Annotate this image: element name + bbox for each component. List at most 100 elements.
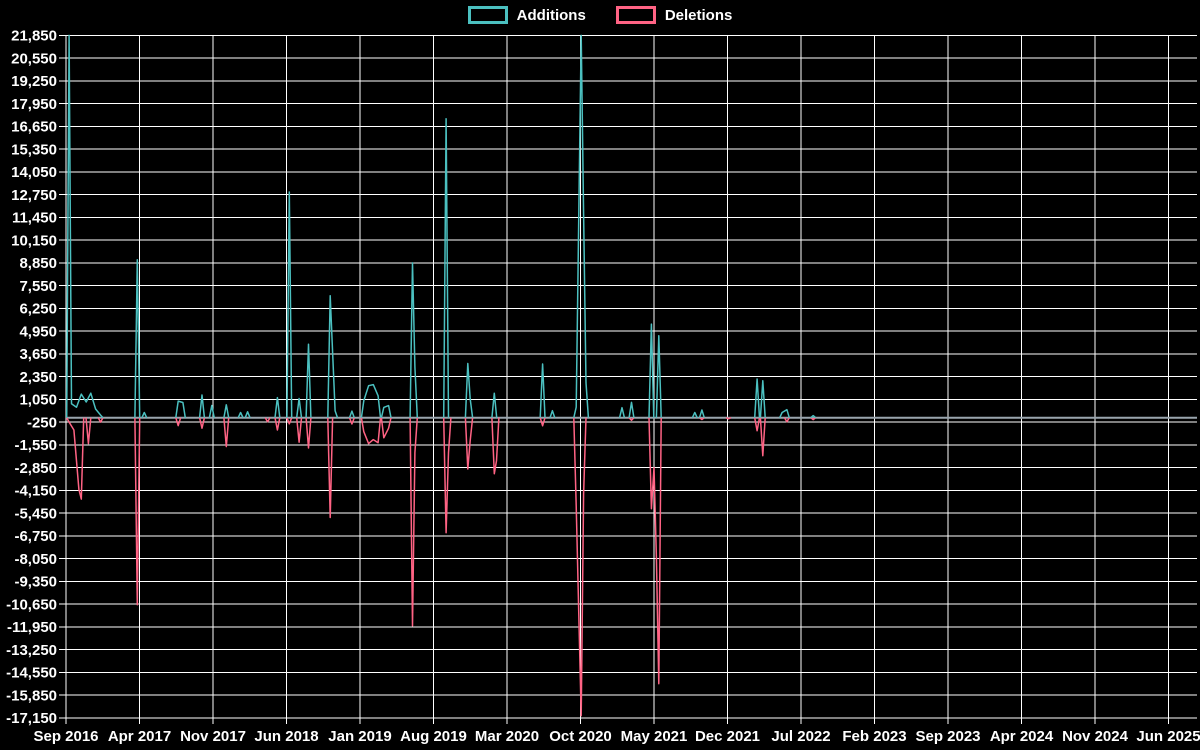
additions-line (295, 397, 303, 418)
deletions-line (759, 417, 766, 457)
deletions-line (295, 417, 303, 443)
deletions-legend-label: Deletions (664, 6, 733, 24)
additions-line (223, 404, 230, 418)
additions-line (65, 34, 104, 419)
deletions-line (491, 417, 500, 475)
y-axis-tick-label: -17,150 (6, 710, 57, 727)
x-axis-tick-label: Aug 2019 (400, 728, 467, 745)
deletions-line (725, 417, 732, 420)
deletions-line (628, 417, 635, 422)
y-axis-tick-label: -11,950 (7, 619, 57, 636)
additions-line (286, 191, 293, 418)
y-axis-tick-label: 20,550 (11, 50, 57, 67)
additions-line (134, 258, 141, 418)
additions-line (141, 411, 148, 419)
x-axis-tick-label: Nov 2024 (1062, 728, 1129, 745)
y-axis-tick-label: 16,650 (11, 119, 57, 136)
deletions-line (66, 417, 85, 500)
additions-line (244, 411, 251, 418)
additions-line (442, 117, 450, 418)
additions-line (539, 363, 546, 418)
x-axis-tick-label: Jun 2025 (1136, 728, 1200, 745)
additions-line (655, 334, 662, 418)
x-axis-tick-label: Oct 2020 (549, 728, 612, 745)
additions-line (237, 411, 244, 419)
additions-line (175, 400, 187, 418)
y-axis-tick-label: -14,550 (6, 665, 57, 682)
y-axis-tick-label: 14,050 (11, 164, 57, 181)
y-axis-tick-label: 6,250 (19, 301, 57, 318)
y-axis-tick-label: -4,150 (14, 483, 57, 500)
deletions-line (134, 417, 141, 606)
deletions-line (810, 417, 817, 421)
y-axis-tick-label: 15,350 (11, 141, 57, 158)
y-axis-tick-label: 3,650 (19, 346, 57, 363)
additions-legend-label: Additions (516, 6, 586, 24)
y-axis-tick-label: -1,550 (14, 437, 57, 454)
additions-line (327, 295, 339, 418)
y-axis-tick-label: 11,450 (12, 210, 57, 227)
deletions-line (380, 417, 392, 439)
y-axis-tick-label: -15,850 (6, 687, 57, 704)
x-axis-tick-label: Jun 2018 (254, 728, 318, 745)
y-axis-tick-label: -5,450 (14, 505, 57, 522)
additions-line (628, 401, 635, 418)
y-axis-tick-label: -10,650 (6, 596, 57, 613)
additions-line (759, 380, 766, 418)
additions-line (380, 404, 392, 418)
deletions-line (409, 417, 419, 627)
additions-line (753, 378, 761, 418)
legend-item-deletions[interactable]: Deletions (615, 6, 733, 24)
deletions-line (783, 417, 790, 423)
x-axis-tick-label: Mar 2020 (475, 728, 539, 745)
y-axis-tick-label: 17,950 (11, 96, 57, 113)
y-axis-tick-label: -6,750 (14, 528, 57, 545)
y-axis-tick-label: 21,850 (11, 28, 57, 45)
additions-swatch-icon (467, 6, 508, 24)
deletions-line (274, 417, 281, 431)
y-axis-tick-label: 12,750 (11, 187, 57, 204)
y-axis-tick-label: 19,250 (11, 73, 57, 90)
additions-line (691, 411, 698, 419)
additions-line (810, 414, 817, 419)
additions-line (409, 262, 419, 418)
deletions-line (360, 417, 382, 445)
additions-line (360, 383, 382, 418)
x-axis-tick-label: Feb 2023 (842, 728, 906, 745)
y-axis-tick-label: -13,250 (6, 642, 57, 659)
x-axis-tick-label: Nov 2017 (180, 728, 246, 745)
x-axis-tick-label: Dec 2021 (695, 728, 760, 745)
deletions-line (464, 417, 474, 470)
y-axis-tick-label: -8,050 (14, 551, 57, 568)
additions-line (618, 406, 626, 418)
additions-line (573, 34, 590, 418)
y-axis-tick-label: 10,150 (11, 232, 57, 249)
additions-line (491, 392, 498, 418)
deletions-line (305, 417, 312, 449)
x-axis-tick-label: Jul 2022 (771, 728, 830, 745)
y-axis-tick-label: -2,850 (14, 460, 57, 477)
legend-item-additions[interactable]: Additions (467, 6, 586, 24)
deletions-line (97, 417, 104, 423)
deletions-line (286, 417, 293, 425)
x-axis-tick-label: Apr 2017 (108, 728, 171, 745)
y-axis-tick-label: 8,850 (19, 255, 57, 272)
y-axis-tick-label: 2,350 (19, 369, 57, 386)
deletions-line (85, 417, 92, 445)
additions-line (305, 343, 312, 418)
additions-line (274, 396, 281, 418)
deletions-line (327, 417, 334, 519)
y-axis-tick-label: 4,950 (19, 323, 57, 340)
additions-line (779, 408, 791, 419)
x-axis-tick-label: Sep 2016 (33, 728, 98, 745)
deletions-line (348, 417, 356, 425)
deletions-line (175, 417, 182, 427)
deletions-line (753, 417, 761, 432)
x-axis-tick-label: Sep 2023 (915, 728, 980, 745)
chart-legend: Additions Deletions (0, 6, 1200, 24)
x-axis-tick-label: May 2021 (621, 728, 688, 745)
additions-line (464, 362, 474, 418)
deletions-line (264, 417, 271, 423)
